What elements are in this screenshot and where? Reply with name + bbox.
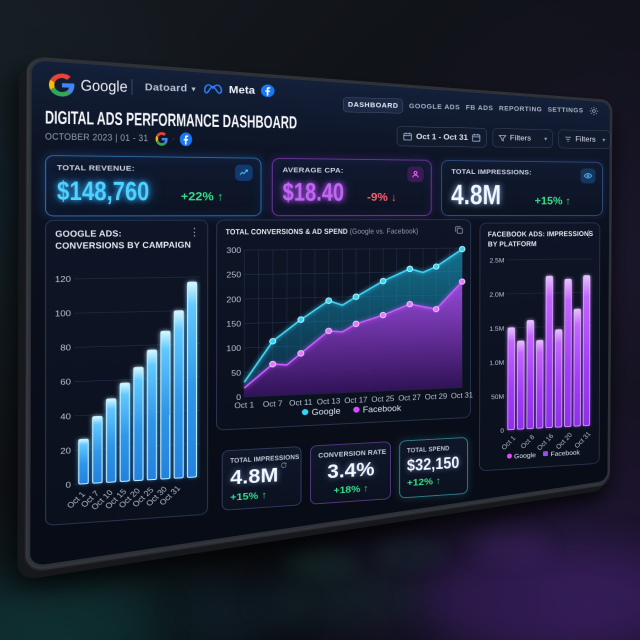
svg-text:Oct 20: Oct 20	[554, 431, 573, 451]
svg-text:Google: Google	[312, 407, 341, 418]
svg-text:Oct 29: Oct 29	[425, 392, 447, 401]
svg-text:Google: Google	[514, 451, 536, 460]
svg-text:Oct 13: Oct 13	[317, 396, 341, 406]
svg-text:60: 60	[60, 377, 71, 387]
svg-text:40: 40	[60, 412, 71, 422]
svg-text:1.5M: 1.5M	[489, 325, 504, 333]
svg-text:150: 150	[226, 319, 241, 328]
svg-text:200: 200	[226, 295, 241, 304]
svg-text:300: 300	[226, 246, 241, 255]
svg-text:Oct 16: Oct 16	[536, 432, 556, 452]
svg-text:Oct 31: Oct 31	[573, 430, 592, 450]
svg-text:120: 120	[55, 274, 71, 283]
svg-text:Oct 1: Oct 1	[234, 400, 254, 410]
svg-text:1.0M: 1.0M	[489, 359, 504, 367]
svg-text:2.0M: 2.0M	[489, 291, 504, 299]
svg-text:2.5M: 2.5M	[490, 257, 505, 265]
svg-text:Oct 17: Oct 17	[344, 395, 367, 405]
svg-text:Oct 7: Oct 7	[263, 399, 283, 409]
svg-text:Facebook: Facebook	[551, 449, 581, 458]
svg-text:0: 0	[500, 427, 504, 435]
svg-text:250: 250	[226, 270, 241, 279]
svg-text:Oct 8: Oct 8	[519, 433, 536, 450]
svg-text:0: 0	[236, 393, 241, 402]
svg-text:0: 0	[66, 480, 71, 489]
svg-text:Oct 1: Oct 1	[500, 434, 517, 451]
svg-text:20: 20	[60, 446, 71, 456]
svg-text:Oct 27: Oct 27	[398, 393, 421, 402]
svg-text:100: 100	[55, 309, 71, 319]
svg-text:50M: 50M	[491, 393, 504, 401]
svg-text:Oct 11: Oct 11	[289, 398, 312, 408]
svg-text:Oct 25: Oct 25	[371, 394, 394, 404]
svg-text:100: 100	[226, 344, 241, 353]
svg-text:Oct 31: Oct 31	[451, 391, 473, 400]
svg-text:80: 80	[60, 343, 71, 353]
svg-text:Facebook: Facebook	[363, 404, 402, 415]
svg-text:50: 50	[231, 368, 241, 377]
